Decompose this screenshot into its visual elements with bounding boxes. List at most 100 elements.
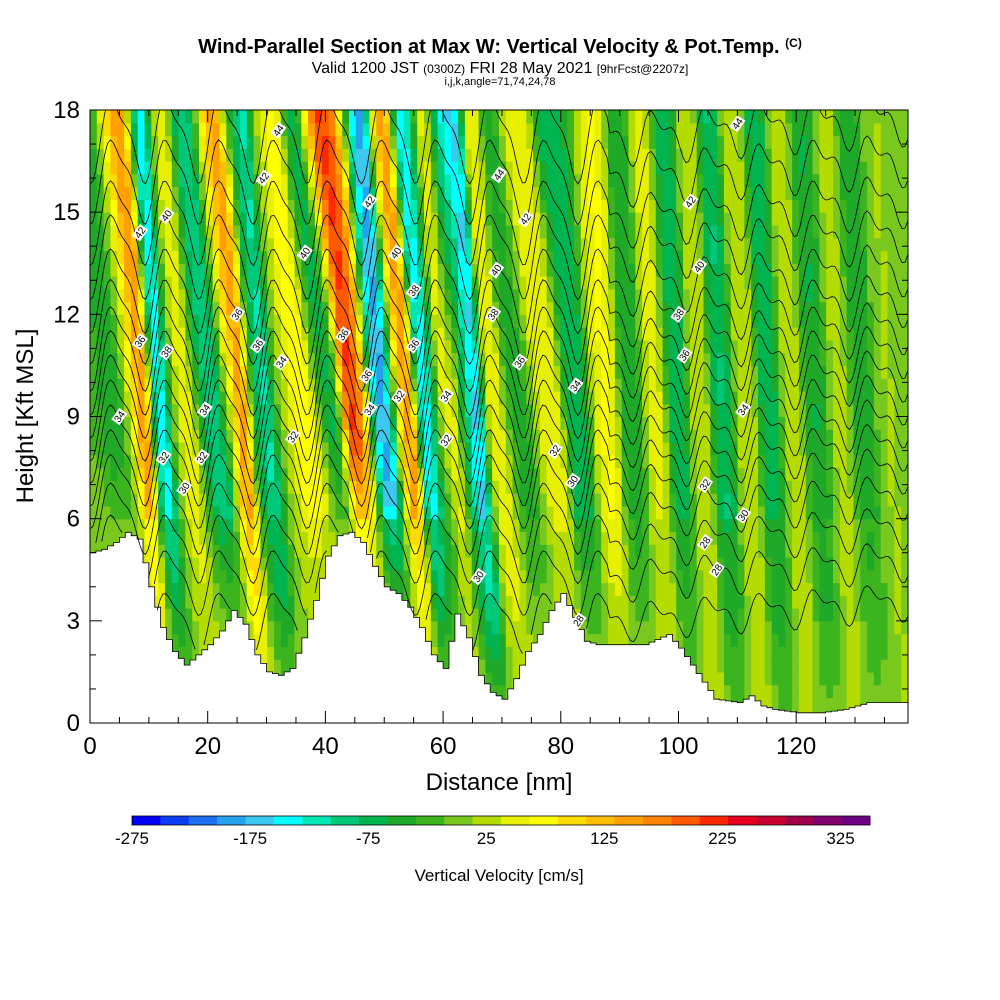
velocity-cell	[199, 288, 207, 303]
velocity-cell	[260, 327, 268, 341]
velocity-cell	[192, 199, 200, 213]
velocity-cell	[730, 110, 739, 124]
velocity-cell	[758, 620, 766, 635]
velocity-cell	[185, 339, 193, 354]
velocity-cell	[758, 582, 766, 596]
velocity-cell	[389, 327, 398, 341]
velocity-cell	[451, 467, 459, 481]
velocity-cell	[792, 314, 800, 328]
velocity-cell	[328, 339, 336, 354]
velocity-cell	[710, 442, 718, 456]
velocity-cell	[396, 327, 405, 341]
velocity-cell	[308, 199, 316, 213]
velocity-cell	[683, 122, 691, 137]
velocity-cell	[444, 122, 452, 137]
velocity-cell	[151, 505, 159, 520]
velocity-cell	[164, 429, 173, 443]
velocity-cell	[355, 327, 364, 341]
velocity-cell	[349, 161, 357, 175]
velocity-cell	[369, 224, 377, 239]
velocity-cell	[601, 442, 609, 456]
velocity-cell	[308, 429, 316, 443]
velocity-cell	[90, 301, 98, 315]
velocity-cell	[792, 442, 800, 456]
velocity-cell	[396, 378, 405, 392]
velocity-cell	[635, 569, 643, 584]
velocity-cell	[676, 122, 684, 137]
velocity-cell	[655, 288, 664, 303]
velocity-cell	[430, 237, 439, 252]
velocity-cell	[526, 314, 534, 328]
velocity-cell	[594, 556, 602, 571]
velocity-cell	[703, 250, 711, 264]
velocity-cell	[764, 135, 773, 149]
velocity-cell	[751, 365, 759, 379]
velocity-cell	[464, 505, 473, 520]
velocity-cell	[717, 671, 725, 686]
velocity-cell	[628, 531, 636, 545]
velocity-cell	[587, 122, 596, 137]
velocity-cell	[389, 493, 398, 507]
velocity-cell	[424, 237, 432, 252]
velocity-cell	[403, 582, 411, 596]
velocity-cell	[253, 582, 262, 596]
velocity-cell	[512, 531, 521, 545]
velocity-cell	[792, 671, 800, 686]
velocity-cell	[458, 493, 466, 507]
velocity-cell	[505, 646, 514, 660]
velocity-cell	[226, 454, 234, 469]
velocity-cell	[492, 199, 500, 213]
velocity-cell	[689, 403, 698, 418]
velocity-cell	[280, 301, 289, 315]
velocity-cell	[280, 224, 289, 239]
velocity-cell	[383, 390, 391, 405]
velocity-cell	[90, 429, 98, 443]
velocity-cell	[430, 646, 439, 660]
velocity-cell	[648, 403, 657, 418]
velocity-cell	[280, 595, 289, 609]
velocity-cell	[608, 212, 616, 226]
velocity-cell	[628, 352, 636, 367]
velocity-cell	[301, 276, 309, 290]
velocity-cell	[628, 173, 636, 188]
velocity-cell	[553, 518, 561, 533]
velocity-cell	[301, 416, 309, 430]
velocity-cell	[383, 467, 391, 481]
velocity-cell	[778, 339, 786, 354]
velocity-cell	[137, 276, 146, 290]
velocity-cell	[764, 352, 773, 367]
velocity-cell	[764, 684, 773, 699]
velocity-cell	[642, 608, 650, 622]
velocity-cell	[253, 378, 262, 392]
velocity-cell	[696, 288, 705, 303]
velocity-cell	[199, 199, 207, 213]
velocity-cell	[464, 276, 473, 290]
velocity-cell	[96, 378, 105, 392]
velocity-cell	[383, 288, 391, 303]
velocity-cell	[192, 531, 200, 545]
velocity-cell	[614, 454, 623, 469]
velocity-cell	[151, 518, 159, 533]
velocity-cell	[526, 390, 534, 405]
velocity-cell	[355, 352, 364, 367]
velocity-cell	[212, 378, 221, 392]
velocity-cell	[730, 608, 739, 622]
velocity-cell	[205, 122, 214, 137]
velocity-cell	[192, 518, 200, 533]
velocity-cell	[703, 556, 711, 571]
velocity-cell	[444, 365, 452, 379]
velocity-cell	[744, 390, 752, 405]
velocity-cell	[444, 620, 452, 635]
velocity-cell	[362, 148, 371, 162]
velocity-cell	[253, 480, 262, 494]
velocity-cell	[730, 671, 739, 686]
velocity-cell	[424, 314, 432, 328]
velocity-cell	[778, 148, 786, 162]
velocity-cell	[492, 633, 500, 647]
velocity-cell	[519, 429, 527, 443]
velocity-cell	[137, 365, 146, 379]
velocity-cell	[778, 684, 786, 699]
velocity-cell	[246, 135, 255, 149]
velocity-cell	[717, 288, 725, 303]
velocity-cell	[226, 493, 234, 507]
